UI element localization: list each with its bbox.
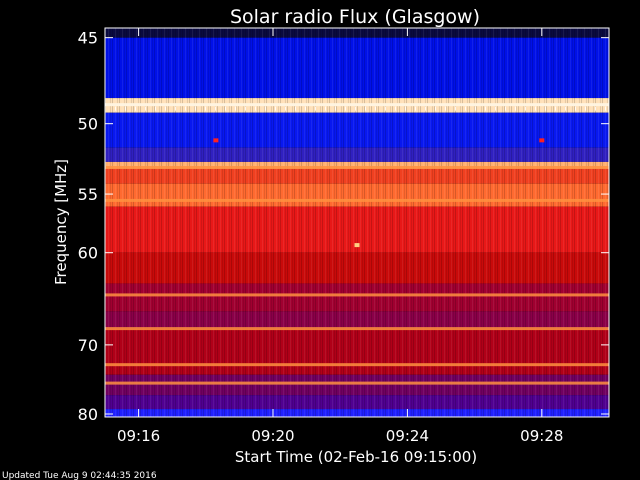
line-tick-mark: [115, 106, 116, 111]
spectral-line-3: [105, 293, 609, 297]
line-tick-mark: [605, 106, 606, 111]
y-tick-label-5: 80: [78, 405, 98, 424]
plot-frame: [104, 27, 610, 418]
line-tick-mark: [145, 106, 146, 111]
line-tick-mark: [255, 106, 256, 111]
spectral-line-1: [105, 166, 609, 170]
line-tick-mark: [345, 106, 346, 111]
line-tick-mark: [385, 106, 386, 111]
line-tick-mark: [585, 106, 586, 111]
line-tick-mark: [595, 106, 596, 111]
x-tick-label-2: 09:24: [386, 427, 429, 445]
x-tick-label-3: 09:28: [520, 427, 563, 445]
line-tick-mark: [335, 106, 336, 111]
line-tick-mark: [325, 106, 326, 111]
line-tick-mark: [465, 106, 466, 111]
line-tick-mark: [445, 106, 446, 111]
y-tick-label-2: 55: [78, 185, 98, 204]
line-tick-mark: [435, 106, 436, 111]
line-tick-mark: [375, 106, 376, 111]
y-axis-label: Frequency [MHz]: [52, 159, 70, 285]
line-tick-mark: [175, 106, 176, 111]
line-tick-mark: [225, 106, 226, 111]
line-tick-mark: [285, 106, 286, 111]
spectral-line-0: [105, 103, 609, 107]
line-tick-mark: [365, 106, 366, 111]
line-tick-mark: [315, 106, 316, 111]
line-tick-mark: [515, 106, 516, 111]
chart-title: Solar radio Flux (Glasgow): [230, 6, 480, 28]
line-tick-mark: [525, 106, 526, 111]
line-tick-mark: [195, 106, 196, 111]
spectral-lines: [105, 103, 609, 385]
line-tick-mark: [485, 106, 486, 111]
y-tick-label-1: 50: [78, 115, 98, 134]
line-tick-mark: [455, 106, 456, 111]
time-variation-texture: [105, 28, 609, 417]
updated-timestamp: Updated Tue Aug 9 02:44:35 2016: [2, 471, 157, 480]
line-tick-mark: [415, 106, 416, 111]
y-tick-label-4: 70: [78, 336, 98, 355]
line-tick-mark: [565, 106, 566, 111]
line-tick-mark: [295, 106, 296, 111]
plot-area: [104, 27, 610, 418]
line-tick-mark: [135, 106, 136, 111]
line-tick-mark: [275, 106, 276, 111]
spectral-line-4: [105, 327, 609, 331]
line-tick-mark: [165, 106, 166, 111]
burst-spot-2: [539, 138, 545, 143]
x-axis-label: Start Time (02-Feb-16 09:15:00): [235, 448, 477, 466]
line-tick-mark: [155, 106, 156, 111]
line-tick-mark: [245, 106, 246, 111]
burst-spot-1: [354, 243, 360, 248]
line-tick-mark: [355, 106, 356, 111]
x-tick-label-1: 09:20: [251, 427, 294, 445]
line-tick-mark: [545, 106, 546, 111]
line-tick-mark: [205, 106, 206, 111]
x-tick-label-0: 09:16: [117, 427, 160, 445]
spectral-line-6: [105, 381, 609, 385]
line-tick-mark: [125, 106, 126, 111]
burst-spots: [213, 138, 545, 248]
line-tick-mark: [215, 106, 216, 111]
line-tick-mark: [475, 106, 476, 111]
y-tick-label-0: 45: [78, 29, 98, 48]
line-tick-mark: [505, 106, 506, 111]
line-tick-mark: [395, 106, 396, 111]
line-tick-mark: [185, 106, 186, 111]
y-axis: 45 50 55 60 70 80: [78, 29, 609, 424]
x-axis: 09:16 09:20 09:24 09:28: [117, 28, 563, 445]
burst-spot-0: [213, 138, 219, 143]
line-tick-mark: [235, 106, 236, 111]
line-tick-mark: [305, 106, 306, 111]
y-tick-label-3: 60: [78, 244, 98, 263]
line-tick-mark: [535, 106, 536, 111]
spectral-line-5: [105, 363, 609, 367]
line-tick-mark: [405, 106, 406, 111]
spectral-line-2: [105, 198, 609, 202]
line-tick-mark: [495, 106, 496, 111]
line-tick-mark: [265, 106, 266, 111]
line-tick-mark: [555, 106, 556, 111]
line-tick-mark: [575, 106, 576, 111]
line-tick-mark: [425, 106, 426, 111]
